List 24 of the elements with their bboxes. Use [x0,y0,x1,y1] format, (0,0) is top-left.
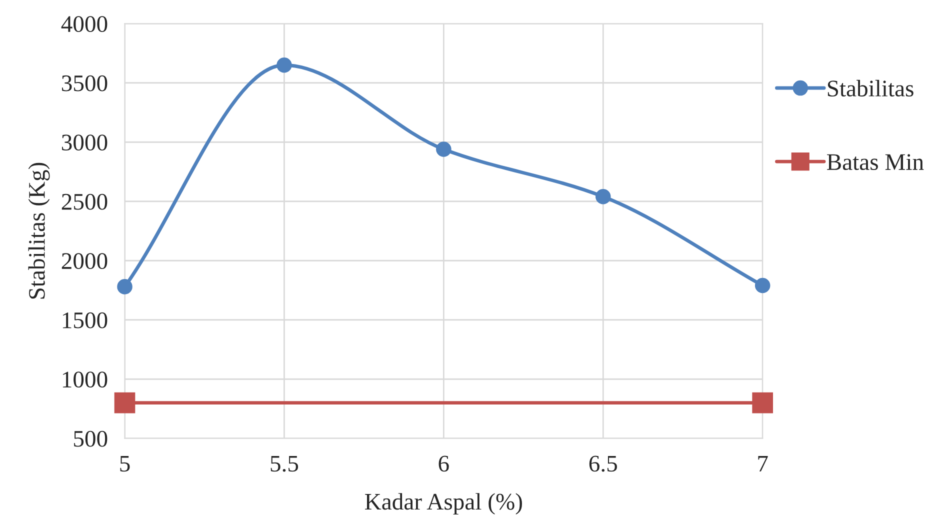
x-tick-label: 5.5 [270,456,298,472]
point [752,392,774,414]
y-tick-label: 3500 [62,75,108,92]
y-tick-label: 4000 [61,16,108,32]
point [114,392,136,414]
y-tick-label: 2000 [62,253,108,270]
y-tick-label: 1500 [62,312,108,328]
x-tick-label: 7 [758,456,768,472]
x-tick-label: 6 [438,456,449,472]
legend-label: Batas Min [827,154,924,170]
point [595,188,611,204]
y-tick-label: 1000 [62,372,108,388]
point [754,278,770,294]
point [436,142,452,157]
x-axis-title: Kadar Aspal (%) [365,493,522,515]
y-tick-label: 3000 [62,134,108,151]
legend-label: Stabilitas [828,80,914,97]
x-tick-label: 6.5 [589,456,617,472]
y-axis-title: Stabilitas (Kg) [28,162,50,299]
x-tick-label: 5 [120,456,130,472]
point [276,57,292,73]
point [117,279,132,294]
y-tick-label: 500 [74,430,108,447]
y-tick-label: 2500 [62,194,108,210]
